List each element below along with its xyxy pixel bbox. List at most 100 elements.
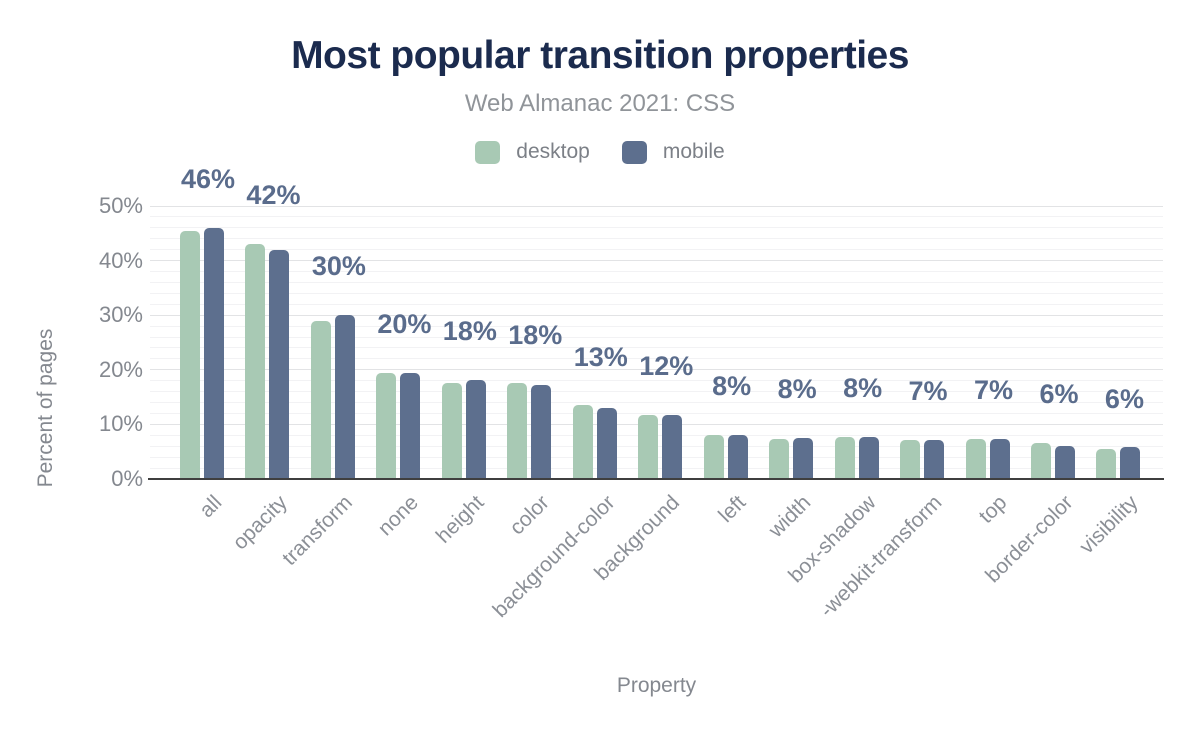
- bar-desktop-background: [638, 414, 659, 479]
- chart-legend: desktop mobile: [0, 140, 1200, 164]
- x-tick-label-left: left: [713, 491, 750, 528]
- bar-group-top: [965, 438, 1010, 479]
- value-label-none: 20%: [377, 308, 432, 339]
- y-tick-label: 50%: [98, 193, 143, 218]
- bar-desktop-left: [703, 434, 724, 479]
- value-label--webkit-transform: 7%: [908, 375, 948, 406]
- bar-mobile-color: [531, 385, 552, 479]
- gridline-minor: [150, 292, 1163, 294]
- x-axis-line: [148, 477, 1164, 480]
- bar-desktop-none: [376, 372, 397, 479]
- x-tick-label-visibility: visibility: [1075, 491, 1143, 559]
- legend-swatch-desktop: [475, 140, 501, 164]
- value-label-top: 7%: [974, 374, 1014, 405]
- bar-mobile-none: [400, 372, 421, 479]
- y-tick-label: 40%: [98, 247, 143, 273]
- bar-desktop-width: [769, 438, 790, 479]
- bar-desktop-visibility: [1096, 448, 1117, 479]
- gridline-minor: [150, 303, 1163, 305]
- x-tick-label-height: height: [431, 491, 489, 548]
- bar-desktop-border-color: [1030, 442, 1051, 479]
- gridline-minor: [150, 412, 1163, 414]
- bar-mobile-box-shadow: [858, 436, 879, 479]
- bar-desktop-top: [965, 438, 986, 479]
- bar-mobile-visibility: [1120, 447, 1141, 479]
- value-label-box-shadow: 8%: [843, 373, 883, 404]
- bar-desktop-opacity: [245, 244, 266, 479]
- gridline-minor: [150, 358, 1163, 360]
- bar-group-height: [441, 379, 486, 479]
- bar-group-background: [638, 414, 683, 479]
- bar-group-width: [769, 437, 814, 479]
- gridline-major: [150, 260, 1163, 262]
- bar-desktop-background-color: [572, 405, 593, 479]
- value-label-transform: 30%: [311, 251, 366, 282]
- bar-mobile-left: [727, 435, 748, 479]
- gridline-minor: [150, 249, 1163, 251]
- x-tick-label-top: top: [974, 491, 1012, 528]
- chart-subtitle: Web Almanac 2021: CSS: [464, 90, 736, 117]
- gridline-minor: [150, 216, 1163, 218]
- bar-mobile-border-color: [1054, 445, 1075, 479]
- value-label-color: 18%: [508, 319, 563, 350]
- legend-label: mobile: [662, 140, 725, 163]
- gridline-minor: [150, 380, 1163, 382]
- x-tick-label-transform: transform: [278, 491, 358, 570]
- x-tick-label-color: color: [505, 491, 554, 540]
- legend-swatch-mobile: [621, 140, 647, 164]
- value-label-background: 12%: [639, 350, 694, 381]
- gridline-minor: [150, 238, 1163, 240]
- legend-item-desktop[interactable]: desktop: [475, 140, 590, 164]
- x-tick-label-none: none: [373, 491, 423, 541]
- y-axis-title: Percent of pages: [34, 328, 57, 488]
- bar-group-all: [180, 227, 224, 479]
- gridline-minor: [150, 227, 1163, 229]
- bar-group-border-color: [1030, 442, 1075, 479]
- value-label-width: 8%: [777, 373, 817, 404]
- y-tick-label: 30%: [98, 302, 143, 328]
- bar-desktop--webkit-transform: [900, 439, 921, 479]
- bar-group-left: [703, 434, 748, 479]
- gridline-minor: [150, 281, 1163, 283]
- x-tick-label-all: all: [195, 491, 227, 523]
- bar-mobile-background-color: [596, 408, 617, 479]
- x-tick-label-width: width: [764, 491, 816, 542]
- value-label-opacity: 42%: [246, 180, 301, 211]
- value-label-height: 18%: [442, 315, 497, 346]
- bar-group-visibility: [1096, 447, 1141, 479]
- bar-mobile-width: [793, 437, 814, 479]
- gridline-minor: [150, 402, 1163, 404]
- bar-desktop-height: [441, 383, 462, 479]
- bar-group-none: [376, 372, 421, 479]
- gridline-minor: [150, 325, 1163, 327]
- gridline-minor: [150, 336, 1163, 338]
- bar-group-transform: [310, 315, 355, 479]
- x-tick-label-opacity: opacity: [228, 491, 292, 555]
- bar-group-opacity: [245, 244, 290, 479]
- bar-mobile-background: [662, 415, 683, 479]
- bar-group-background-color: [572, 405, 617, 479]
- gridline-major: [150, 205, 1163, 207]
- x-axis-title: Property: [616, 674, 697, 697]
- gridline-major: [150, 314, 1163, 316]
- value-label-all: 46%: [180, 164, 236, 195]
- bar-mobile-all: [204, 227, 224, 479]
- bar-group--webkit-transform: [900, 439, 945, 479]
- plot-area: [150, 205, 1163, 479]
- bar-mobile-transform: [334, 315, 355, 479]
- bar-mobile-height: [465, 379, 486, 479]
- y-tick-label: 10%: [98, 411, 143, 437]
- bar-desktop-all: [180, 230, 200, 479]
- bar-group-color: [507, 383, 552, 479]
- chart-title: Most popular transition properties: [291, 34, 909, 77]
- legend-item-mobile[interactable]: mobile: [621, 140, 725, 164]
- x-tick-label--webkit-transform: -webkit-transform: [815, 491, 947, 622]
- gridline-minor: [150, 391, 1163, 393]
- gridline-minor: [150, 347, 1163, 349]
- bar-mobile-opacity: [269, 249, 290, 479]
- bar-desktop-color: [507, 383, 528, 479]
- y-tick-label: 20%: [98, 356, 143, 382]
- value-label-left: 8%: [712, 371, 752, 402]
- value-label-border-color: 6%: [1039, 379, 1079, 410]
